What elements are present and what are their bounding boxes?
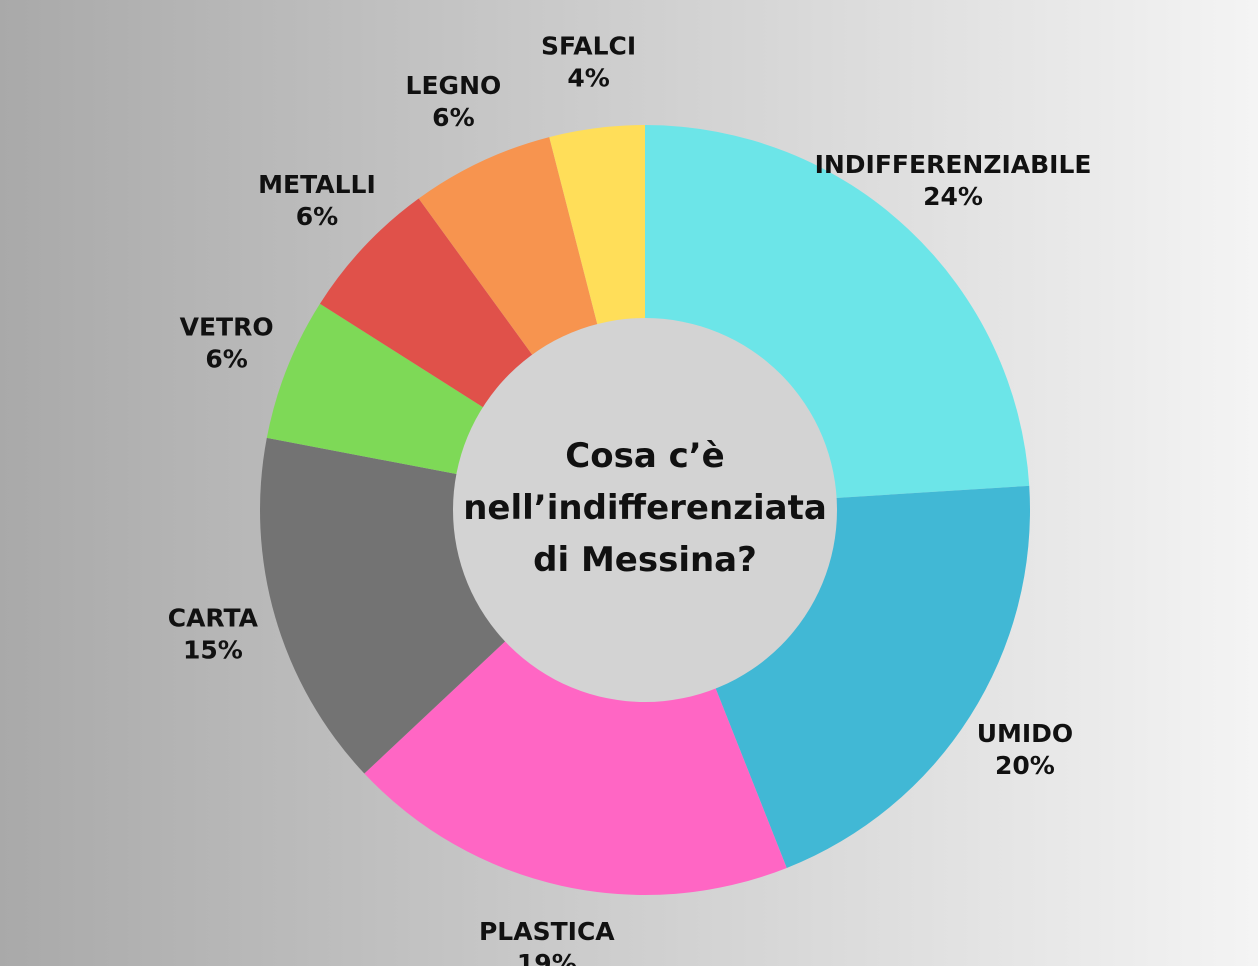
slice-label: UMIDO <box>977 719 1073 748</box>
value-label: 6% <box>296 202 338 231</box>
chart-title: Cosa c’è nell’indifferenziata di Messina… <box>463 436 827 580</box>
value-label: 15% <box>183 636 243 665</box>
slice-label: INDIFFERENZIABILE <box>815 150 1092 179</box>
slice-label: SFALCI <box>541 32 636 61</box>
value-label: 24% <box>923 182 983 211</box>
slice-label: CARTA <box>168 604 259 633</box>
slice-label: VETRO <box>180 312 274 341</box>
value-label: 4% <box>567 64 609 93</box>
slice-label: PLASTICA <box>479 917 615 946</box>
value-label: 19% <box>517 949 577 966</box>
slice-label: METALLI <box>258 170 376 199</box>
value-label: 20% <box>995 751 1055 780</box>
slice-label: LEGNO <box>406 71 502 100</box>
value-label: 6% <box>205 344 247 373</box>
value-label: 6% <box>432 103 474 132</box>
donut-hole <box>453 318 837 702</box>
